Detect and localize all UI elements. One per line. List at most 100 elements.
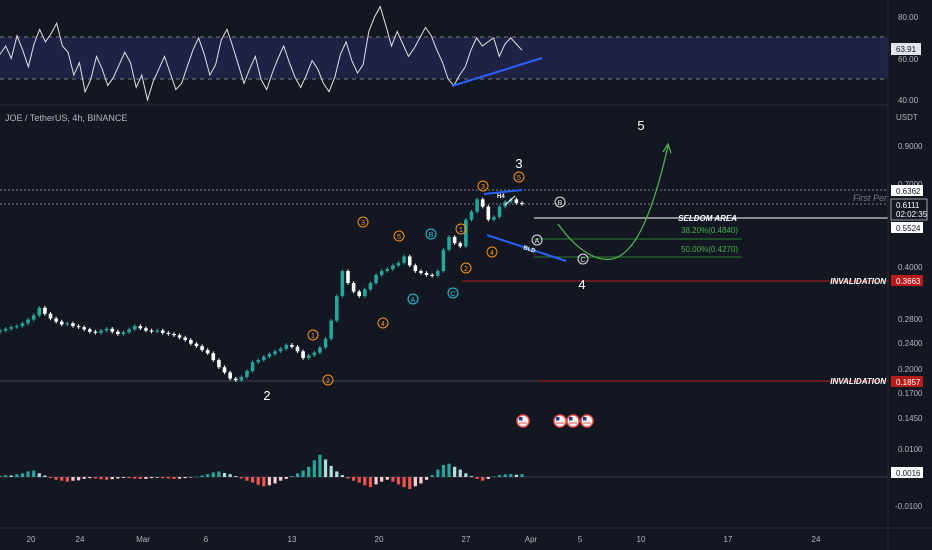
candle [368, 281, 373, 292]
candle [452, 235, 457, 245]
candle-body [172, 333, 176, 336]
event-icon-canton [519, 417, 523, 421]
macd-bar [307, 466, 311, 477]
date-tick-27mar: 27 [462, 535, 471, 544]
macd-bar [323, 459, 328, 477]
level-mid-value: 0.5524 [896, 224, 921, 233]
macd-bar [166, 477, 170, 479]
subwave-marker-5: 5 [513, 171, 525, 183]
subwave-marker-text: B [558, 200, 563, 207]
macd-bar [48, 477, 53, 478]
subwave-marker-b: B [425, 228, 437, 240]
rsi-pane[interactable] [0, 5, 888, 102]
macd-bar [183, 477, 187, 479]
subwave-marker-ring [447, 287, 459, 299]
us-flag-event-icon[interactable] [566, 414, 580, 428]
macd-current-value: 0.0016 [896, 469, 921, 478]
bld-trendline [486, 234, 567, 262]
macd-bar [385, 477, 389, 480]
subwave-marker-text: 5 [397, 234, 401, 241]
price-tick-0.9: 0.9000 [898, 142, 923, 151]
candle [233, 376, 238, 382]
candle [312, 350, 317, 358]
candle [71, 321, 75, 328]
macd-bar [43, 475, 47, 477]
candle-body [419, 271, 423, 273]
us-flag-event-icon[interactable] [580, 414, 594, 428]
candle [200, 344, 204, 352]
candle-body [262, 356, 266, 361]
candle [15, 324, 19, 329]
subwave-marker-3: 3 [357, 216, 369, 228]
candle-body [99, 330, 103, 333]
candle-body [59, 321, 64, 325]
macd-bar [402, 477, 406, 488]
symbol-title: JOE / TetherUS, 4h, BINANCE [5, 113, 127, 123]
macd-bar [9, 475, 13, 477]
macd-bar [189, 477, 193, 478]
candle-body [447, 236, 451, 250]
candle-body [37, 307, 42, 316]
candle-body [424, 272, 429, 275]
us-flag-event-icon[interactable] [553, 414, 567, 428]
current-price-badge [890, 198, 928, 221]
subwave-marker-ring [425, 228, 437, 240]
macd-bar [497, 475, 502, 477]
candle-body [20, 323, 25, 327]
candle-body [228, 372, 232, 379]
invalidation-1-badge [891, 275, 923, 286]
time-axis[interactable]: 20 24 Mar 6 13 20 27 Apr 5 10 17 24 [27, 535, 821, 544]
candle-body [144, 328, 148, 331]
candle-body [312, 352, 317, 356]
subwave-marker-text: 1 [459, 227, 463, 234]
economic-event-icons[interactable] [516, 414, 594, 428]
price-tick-0.28: 0.2800 [898, 315, 923, 324]
macd-bar [408, 477, 412, 490]
candle-body [166, 332, 171, 334]
current-price-value: 0.6111 [896, 201, 920, 210]
fib-50-label: 50.00%(0.4270) [681, 245, 738, 254]
candle [407, 254, 412, 268]
candle-body [475, 199, 479, 212]
wave-5-label: 5 [637, 118, 644, 133]
candle-body [194, 343, 199, 347]
macd-bar [363, 477, 367, 486]
macd-bar [520, 474, 524, 477]
event-icon-canton [556, 417, 560, 421]
price-axis[interactable]: 80.00 60.00 40.00 63.91 USDT 0.9000 0.70… [890, 13, 928, 511]
macd-bar [149, 477, 154, 479]
candle [306, 353, 311, 360]
macd-bar [194, 476, 199, 478]
rsi-tick-60: 60.00 [898, 55, 919, 64]
candle-body [267, 353, 272, 357]
candle [76, 324, 81, 329]
candle-body [76, 326, 81, 328]
subwave-marker-text: 4 [490, 250, 494, 257]
macd-bar [82, 477, 86, 479]
rsi-trendline [451, 57, 543, 87]
macd-bar [138, 477, 142, 480]
subwave-marker-ring [357, 216, 369, 228]
candle-body [334, 296, 339, 321]
subwave-marker-ring [531, 234, 543, 246]
candle [351, 281, 356, 294]
date-tick-24feb: 24 [76, 535, 85, 544]
candle-body [205, 350, 210, 354]
macd-bar [88, 477, 92, 479]
candle [189, 338, 193, 346]
us-flag-event-icon[interactable] [516, 414, 530, 428]
candle-body [340, 271, 345, 297]
candle [194, 341, 199, 348]
macd-bar [396, 477, 401, 485]
candle [121, 330, 126, 336]
candle [9, 325, 14, 331]
candle-body [256, 360, 260, 363]
macd-bar [37, 473, 41, 477]
wave-drawings[interactable] [483, 142, 672, 262]
candle [262, 354, 266, 362]
rsi-tick-40: 40.00 [898, 96, 919, 105]
macd-bar [239, 477, 243, 479]
candle-body [189, 339, 193, 344]
candle [183, 335, 188, 342]
